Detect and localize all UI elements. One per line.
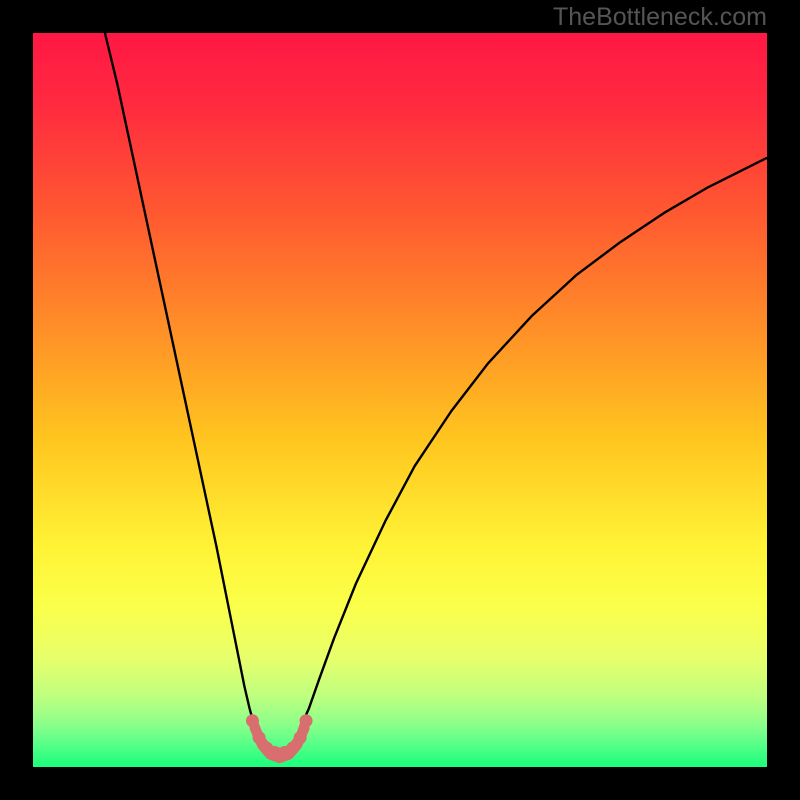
gradient-background xyxy=(33,33,767,767)
valley-dot xyxy=(300,714,313,727)
stage: TheBottleneck.com xyxy=(0,0,800,800)
valley-dot xyxy=(294,731,307,744)
chart-svg xyxy=(33,33,767,767)
watermark-text: TheBottleneck.com xyxy=(553,3,767,32)
plot-area xyxy=(33,33,767,767)
valley-dot xyxy=(246,714,259,727)
